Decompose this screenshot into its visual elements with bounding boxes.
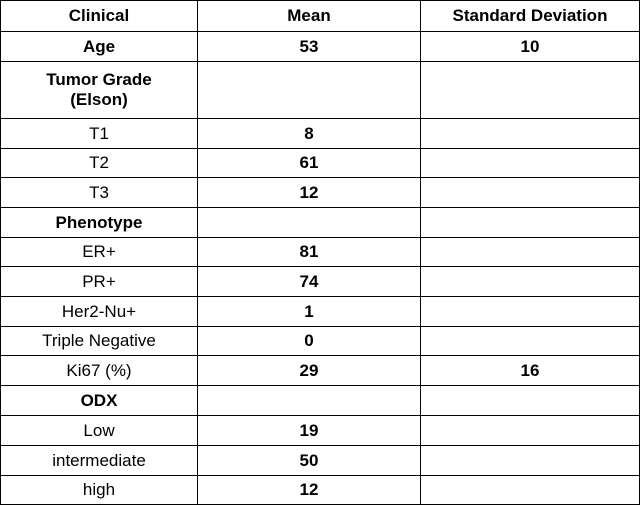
- mean-cell: [197, 61, 421, 119]
- label-text: PR+: [82, 271, 116, 291]
- label-text: ER+: [82, 242, 116, 261]
- label-text: Age: [82, 36, 116, 56]
- mean-cell: [197, 385, 421, 416]
- mean-cell: 50: [197, 445, 421, 476]
- table-row: ODX: [0, 385, 640, 416]
- label-cell: Low: [0, 415, 198, 446]
- table-row: Tumor Grade (Elson): [0, 61, 640, 119]
- mean-cell: 19: [197, 415, 421, 446]
- label-cell: high: [0, 475, 198, 505]
- label-text: ODX: [80, 390, 118, 410]
- table-row: T2 61: [0, 148, 640, 178]
- label-cell: Tumor Grade (Elson): [0, 61, 198, 119]
- sd-cell: [420, 118, 640, 149]
- label-cell: ODX: [0, 385, 198, 416]
- table-row: Her2-Nu+ 1: [0, 296, 640, 327]
- label-text: Low: [83, 420, 115, 440]
- table-row: Phenotype: [0, 207, 640, 238]
- table-row: ER+ 81: [0, 237, 640, 267]
- sd-cell: [420, 177, 640, 208]
- table-row: Ki67 (%) 29 16: [0, 355, 640, 386]
- label-cell: T2: [0, 148, 198, 178]
- sd-cell: 10: [420, 31, 640, 62]
- label-cell: Age: [0, 31, 198, 62]
- table-row: T3 12: [0, 177, 640, 208]
- label-text: T1: [89, 123, 109, 143]
- label-cell: Triple Negative: [0, 326, 198, 356]
- table-row: intermediate 50: [0, 445, 640, 476]
- label-text: T2: [89, 153, 109, 172]
- label-text: T3: [89, 182, 109, 202]
- label-text: Tumor Grade (Elson): [46, 70, 152, 109]
- sd-cell: [420, 61, 640, 119]
- label-text: Triple Negative: [42, 331, 156, 350]
- sd-cell: [420, 326, 640, 356]
- label-cell: Phenotype: [0, 207, 198, 238]
- label-text: Phenotype: [55, 212, 143, 232]
- table-row: Age 53 10: [0, 31, 640, 62]
- table-row: Triple Negative 0: [0, 326, 640, 356]
- table-row: Low 19: [0, 415, 640, 446]
- header-cell: Standard Deviation: [420, 0, 640, 32]
- label-cell: ER+: [0, 237, 198, 267]
- table-row: PR+ 74: [0, 266, 640, 297]
- mean-cell: 12: [197, 177, 421, 208]
- mean-cell: 1: [197, 296, 421, 327]
- sd-cell: [420, 296, 640, 327]
- table-body: Age 53 10 Tumor Grade (Elson) T1 8 T2 61 T3 12 Phe…: [0, 31, 640, 505]
- header-row: Clinical Mean Standard Deviation: [0, 0, 640, 32]
- mean-cell: 81: [197, 237, 421, 267]
- label-cell: PR+: [0, 266, 198, 297]
- label-cell: Her2-Nu+: [0, 296, 198, 327]
- label-text: high: [82, 480, 116, 499]
- table-row: high 12: [0, 475, 640, 505]
- table-row: T1 8: [0, 118, 640, 149]
- header-cell: Clinical: [0, 0, 198, 32]
- mean-cell: 61: [197, 148, 421, 178]
- mean-cell: [197, 207, 421, 238]
- header-cell: Mean: [197, 0, 421, 32]
- label-text: intermediate: [52, 450, 146, 470]
- sd-cell: [420, 415, 640, 446]
- mean-cell: 8: [197, 118, 421, 149]
- sd-cell: 16: [420, 355, 640, 386]
- sd-cell: [420, 237, 640, 267]
- label-cell: T3: [0, 177, 198, 208]
- sd-cell: [420, 207, 640, 238]
- mean-cell: 0: [197, 326, 421, 356]
- mean-cell: 53: [197, 31, 421, 62]
- mean-cell: 74: [197, 266, 421, 297]
- sd-cell: [420, 445, 640, 476]
- mean-cell: 29: [197, 355, 421, 386]
- sd-cell: [420, 266, 640, 297]
- mean-cell: 12: [197, 475, 421, 505]
- sd-cell: [420, 148, 640, 178]
- label-cell: Ki67 (%): [0, 355, 198, 386]
- label-cell: T1: [0, 118, 198, 149]
- sd-cell: [420, 385, 640, 416]
- sd-cell: [420, 475, 640, 505]
- label-text: Her2-Nu+: [61, 301, 137, 321]
- label-text: Ki67 (%): [66, 360, 132, 380]
- label-cell: intermediate: [0, 445, 198, 476]
